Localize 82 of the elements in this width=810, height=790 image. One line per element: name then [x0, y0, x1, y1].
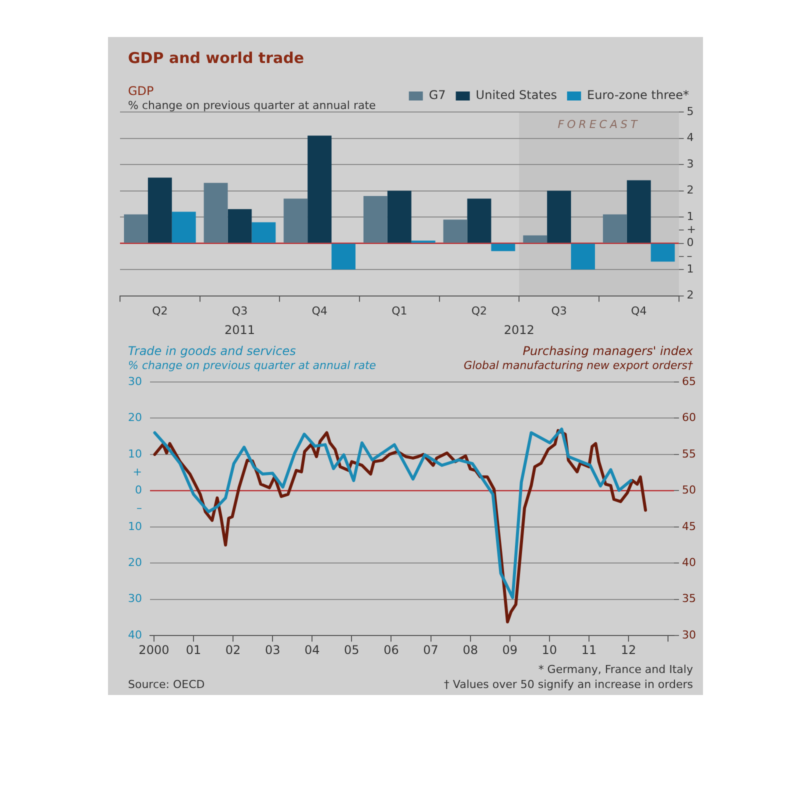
bar: [571, 244, 595, 270]
y-tick-label: 40: [128, 628, 142, 642]
bar: [332, 244, 356, 270]
x-tick-label: 06: [384, 642, 399, 657]
y-tick-label: 30: [128, 592, 142, 606]
y-axis-title: % change on previous quarter at annual rate: [128, 99, 376, 112]
legend-label: Euro-zone three*: [587, 88, 690, 102]
y-tick-label: 2: [686, 184, 694, 197]
y-tick-label: +: [686, 223, 696, 236]
bar: [491, 244, 516, 252]
text: † Values over 50 signify an increase in orders: [444, 678, 693, 691]
y-tick-label: 2: [686, 288, 694, 302]
y-tick-label: 0: [686, 236, 694, 250]
y-tick-label: 10: [128, 447, 142, 460]
bar: [124, 214, 148, 243]
bar: [204, 182, 228, 243]
y-tick-label: –: [136, 502, 142, 515]
bar: [284, 198, 308, 243]
chart-subtitle: GDP: [128, 84, 154, 98]
y-tick-label: 3: [686, 157, 694, 170]
x-tick-label: 03: [264, 642, 280, 657]
y2-axis-title: Purchasing managers' index: [522, 344, 693, 358]
x-tick-label: 01: [186, 642, 202, 657]
bar: [252, 222, 276, 243]
bar: [523, 235, 548, 243]
x-tick-label: 10: [542, 642, 558, 657]
x-tick-label: 02: [225, 642, 241, 657]
y-tick-label: 5: [686, 104, 694, 118]
y-tick-label: 0: [134, 484, 142, 497]
x-tick-label: 04: [304, 642, 320, 657]
x-tick-label: 07: [423, 642, 438, 657]
y-tick-label: 4: [686, 131, 694, 144]
bar: [602, 214, 627, 243]
y-tick-label: 10: [128, 520, 142, 533]
x-tick-label: 09: [502, 642, 518, 657]
text: Global manufacturing new export orders†: [464, 359, 693, 372]
y2-tick-label: 35: [682, 592, 696, 606]
x-tick-label: Q2: [471, 304, 488, 318]
bar: [443, 220, 468, 243]
text: 2012: [504, 323, 534, 338]
bar: [387, 190, 412, 243]
x-tick-label: Q3: [232, 304, 248, 318]
x-tick-label: 11: [581, 642, 597, 657]
source-note: Source: OECD: [128, 678, 205, 691]
annotation: FORECAST: [556, 118, 642, 131]
x-tick-label: 08: [462, 642, 478, 657]
bar: [467, 198, 492, 243]
x-tick-label: 2000: [138, 642, 170, 657]
bar: [148, 178, 172, 243]
bar: [547, 190, 572, 243]
y-tick-label: +: [132, 465, 142, 478]
x-tick-label: Q4: [312, 304, 328, 318]
legend-label: G7: [428, 88, 446, 102]
y2-tick-label: 55: [682, 447, 696, 460]
y2-tick-label: 50: [682, 484, 696, 497]
bar: [172, 212, 196, 243]
y-tick-label: 1: [686, 210, 694, 223]
legend-label: United States: [476, 88, 558, 102]
x-tick-label: Q2: [152, 304, 168, 318]
y2-tick-label: 60: [682, 411, 696, 424]
y-tick-label: 20: [128, 556, 142, 569]
x-tick-label: 12: [620, 642, 636, 657]
y-tick-label: –: [686, 249, 692, 262]
y-axis-title: Trade in goods and services: [128, 344, 296, 358]
y2-tick-label: 45: [682, 520, 696, 533]
chart-title: GDP and world trade: [128, 49, 304, 67]
x-tick-label: Q3: [551, 304, 567, 318]
text: * Germany, France and Italy: [538, 663, 693, 676]
x-tick-label: 05: [344, 642, 360, 657]
bar: [363, 196, 388, 243]
x-tick-label: Q1: [392, 304, 408, 318]
bar: [228, 209, 252, 243]
bar: [626, 180, 651, 243]
y2-tick-label: 65: [682, 374, 696, 388]
y-tick-label: 30: [128, 374, 142, 388]
y-tick-label: 1: [686, 262, 694, 276]
text: % change on previous quarter at annual rate: [128, 359, 376, 372]
bar: [308, 136, 332, 243]
y-tick-label: 20: [128, 411, 142, 424]
bar: [650, 244, 675, 262]
x-tick-label: Q4: [631, 304, 647, 318]
text: 2011: [224, 323, 256, 338]
